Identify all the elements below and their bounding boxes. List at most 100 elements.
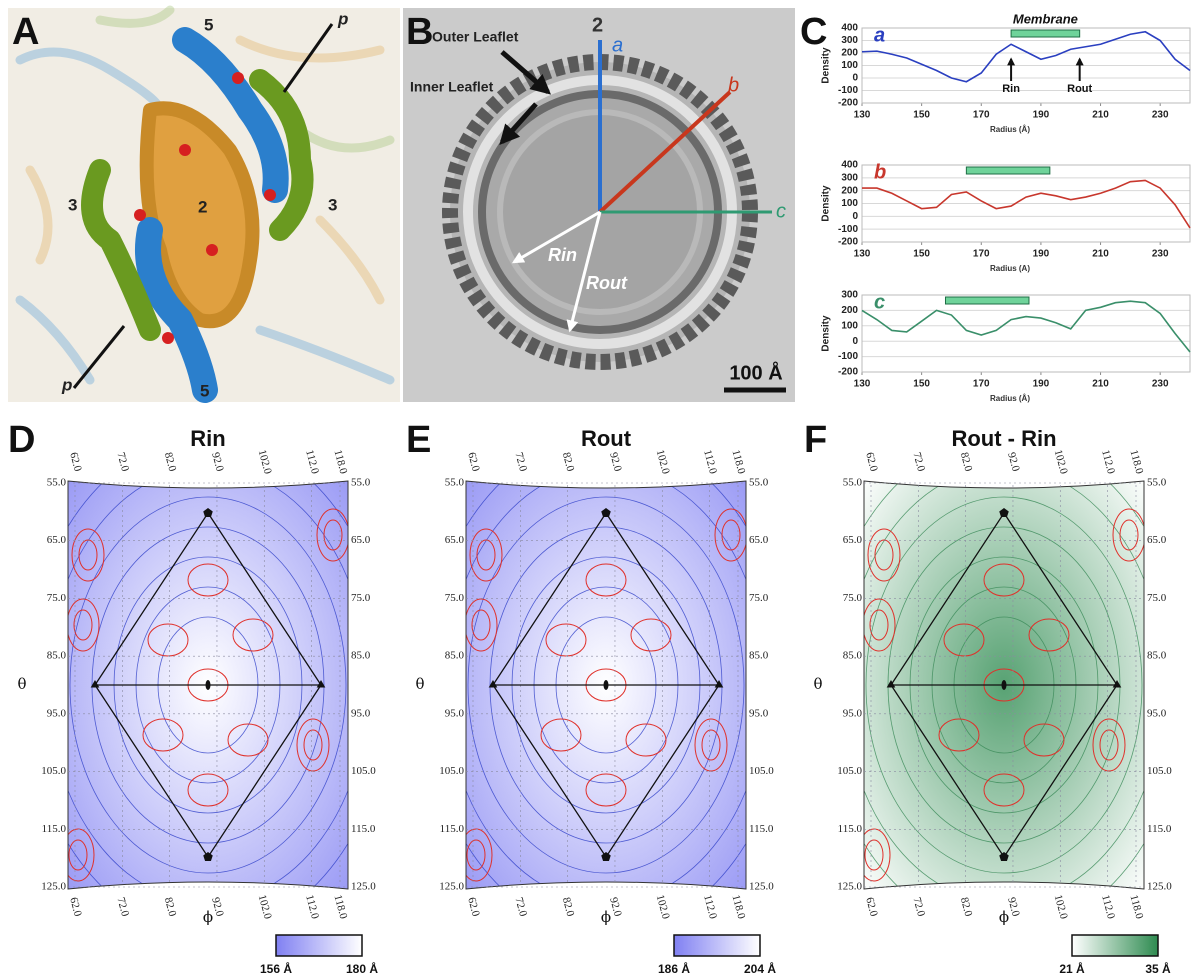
x-tick-label: 170 bbox=[973, 249, 990, 260]
contour-line bbox=[489, 526, 723, 844]
phi-tick-label: 118.0 bbox=[332, 449, 350, 476]
red-contour bbox=[316, 508, 348, 562]
red-contour bbox=[303, 729, 323, 761]
x-tick-label: 130 bbox=[854, 379, 871, 390]
phi-tick-label: 112.0 bbox=[303, 449, 321, 476]
theta-tick-label: 55.0 bbox=[1147, 477, 1167, 489]
contour-line bbox=[865, 496, 1143, 874]
x-tick-label: 230 bbox=[1152, 249, 1169, 260]
x-tick-label: 130 bbox=[854, 110, 871, 121]
theta-symbol: θ bbox=[415, 675, 424, 693]
theta-tick-label: 65.0 bbox=[1147, 534, 1167, 546]
theta-tick-label: 65.0 bbox=[47, 534, 67, 546]
phi-tick-label: 72.0 bbox=[512, 896, 529, 918]
theta-tick-label: 105.0 bbox=[749, 765, 774, 777]
x-tick-label: 170 bbox=[973, 110, 990, 121]
theta-tick-label: 105.0 bbox=[351, 765, 376, 777]
red-contour bbox=[1119, 519, 1139, 551]
membrane-bar bbox=[944, 296, 1030, 305]
phi-tick-label: 62.0 bbox=[67, 451, 84, 473]
theta-tick-label: 75.0 bbox=[843, 592, 863, 604]
theta-tick-label: 105.0 bbox=[1147, 765, 1172, 777]
fivefold-symbol bbox=[999, 852, 1009, 862]
twofold-symbol bbox=[603, 680, 609, 690]
fivefold-symbol bbox=[203, 852, 213, 862]
phi-tick-label: 102.0 bbox=[654, 448, 672, 475]
map-title: Rin bbox=[190, 426, 225, 451]
r-in-arrow bbox=[511, 210, 601, 264]
membrane-bar bbox=[965, 166, 1051, 175]
red-contour bbox=[142, 718, 184, 752]
phi-tick-label: 92.0 bbox=[607, 896, 624, 918]
panel-a: A 5 p 3 2 3 p 5 bbox=[8, 5, 400, 403]
theta-tick-label: 95.0 bbox=[749, 707, 769, 719]
phi-tick-label: 82.0 bbox=[560, 896, 577, 918]
maps: 62.0 62.0 72.0 72.0 82.0 82.0 92.0 92.0 102.0 102… bbox=[8, 419, 1172, 976]
phi-tick-label: 102.0 bbox=[256, 448, 274, 475]
phi-tick-label: 62.0 bbox=[465, 896, 482, 918]
phi-tick-label: 92.0 bbox=[209, 896, 226, 918]
colorbar-max-label: 35 Å bbox=[1145, 961, 1171, 976]
theta-tick-label: 55.0 bbox=[47, 477, 67, 489]
phi-tick-label: 72.0 bbox=[114, 896, 131, 918]
y-tick-label: -200 bbox=[838, 237, 858, 248]
map-border bbox=[465, 480, 747, 890]
contour-line bbox=[69, 496, 347, 874]
x-tick-label: 150 bbox=[913, 249, 930, 260]
threefold-symbol bbox=[714, 680, 724, 688]
threefold-symbol bbox=[1112, 680, 1122, 688]
red-contour bbox=[73, 609, 93, 641]
phi-tick-label: 102.0 bbox=[1052, 893, 1070, 920]
phi-tick-label: 92.0 bbox=[607, 451, 624, 473]
theta-tick-label: 115.0 bbox=[1147, 823, 1172, 835]
theta-tick-label: 95.0 bbox=[445, 707, 465, 719]
annotation-label: Rout bbox=[1067, 83, 1092, 95]
inner-leaflet-arrow bbox=[499, 102, 538, 145]
x-tick-label: 130 bbox=[854, 249, 871, 260]
theta-tick-label: 55.0 bbox=[445, 477, 465, 489]
theta-tick-label: 95.0 bbox=[47, 707, 67, 719]
axis-label: p bbox=[61, 375, 72, 394]
theta-tick-label: 105.0 bbox=[41, 765, 66, 777]
y-tick-label: 200 bbox=[841, 305, 858, 316]
red-contour bbox=[1028, 618, 1070, 652]
red-contour bbox=[78, 539, 98, 571]
red-sites bbox=[134, 72, 276, 344]
threefold-symbol bbox=[316, 680, 326, 688]
colorbar bbox=[275, 934, 363, 957]
p-axis-line bbox=[282, 23, 334, 93]
theta-tick-label: 75.0 bbox=[445, 592, 465, 604]
fivefold-symbol bbox=[601, 852, 611, 862]
r-in-label: Rin bbox=[548, 245, 577, 265]
red-contour bbox=[701, 729, 721, 761]
outer-leaflet-arrow bbox=[500, 50, 552, 95]
phi-tick-label: 112.0 bbox=[1099, 449, 1117, 476]
theta-tick-label: 75.0 bbox=[749, 592, 769, 604]
y-tick-label: 300 bbox=[841, 172, 858, 183]
outer-leaflet-label: Outer Leaflet bbox=[432, 29, 519, 45]
phi-tick-label: 92.0 bbox=[1005, 451, 1022, 473]
y-tick-label: 200 bbox=[841, 185, 858, 196]
r-out-label: Rout bbox=[586, 273, 628, 293]
map-border bbox=[67, 480, 349, 890]
phi-tick-label: 118.0 bbox=[730, 894, 748, 921]
plot-frame bbox=[861, 164, 1191, 243]
colorbar-min-label: 21 Å bbox=[1059, 961, 1085, 976]
line-series bbox=[861, 300, 1191, 353]
panel-letter: A bbox=[12, 11, 39, 53]
red-contour bbox=[983, 563, 1025, 597]
theta-tick-label: 95.0 bbox=[843, 707, 863, 719]
y-tick-label: 100 bbox=[841, 60, 858, 71]
red-contour bbox=[1112, 508, 1144, 562]
y-tick-label: -100 bbox=[838, 85, 858, 96]
y-tick-label: 400 bbox=[841, 160, 858, 171]
red-contour bbox=[466, 839, 486, 871]
phi-tick-label: 82.0 bbox=[162, 451, 179, 473]
contour-line bbox=[467, 496, 745, 874]
phi-tick-label: 62.0 bbox=[863, 896, 880, 918]
red-contour bbox=[1099, 729, 1119, 761]
theta-tick-label: 95.0 bbox=[351, 707, 371, 719]
red-contour bbox=[694, 718, 728, 772]
red-contour bbox=[585, 773, 627, 807]
